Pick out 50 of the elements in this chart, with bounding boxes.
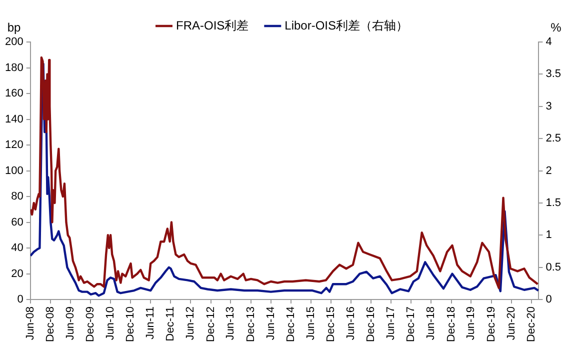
y2-tick-label: 1 — [546, 229, 552, 242]
y2-tick-label: 2.5 — [546, 132, 562, 145]
x-tick-label: Dec-20 — [526, 306, 538, 342]
x-tick-label: Dec-10 — [124, 306, 137, 342]
x-tick-label: Jun-19 — [465, 306, 478, 340]
x-tick-label: Jun-08 — [24, 306, 36, 340]
x-tick-label: Jun-09 — [64, 306, 76, 340]
x-tick-label: Dec-08 — [44, 306, 57, 342]
x-tick-label: Dec-15 — [325, 306, 338, 342]
y-tick-label: 200 — [4, 36, 24, 48]
x-tick-label: Jun-15 — [304, 306, 317, 340]
y-tick-label: 140 — [4, 113, 24, 126]
x-tick-label: Dec-14 — [284, 306, 297, 342]
y2-tick-label: 0.5 — [546, 261, 562, 274]
x-tick-label: Dec-16 — [365, 306, 378, 342]
y2-tick-label: 2 — [546, 164, 552, 177]
y-tick-label: 80 — [11, 190, 24, 203]
x-tick-label: Jun-12 — [184, 306, 197, 340]
y2-axis-title: % — [550, 20, 562, 34]
x-tick-label: Dec-09 — [84, 306, 97, 342]
y2-tick-label: 3.5 — [546, 68, 562, 80]
x-tick-label: Jun-18 — [425, 306, 438, 340]
x-tick-label: Dec-17 — [405, 306, 418, 342]
y-tick-label: 120 — [4, 139, 24, 152]
y2-tick-label: 4 — [546, 36, 552, 48]
x-tick-label: Jun-16 — [345, 306, 357, 340]
y-tick-label: 40 — [11, 242, 24, 254]
x-tick-label: Jun-10 — [104, 306, 116, 340]
x-tick-label: Jun-13 — [224, 306, 237, 340]
x-tick-label: Dec-13 — [244, 306, 257, 342]
y-tick-label: 20 — [11, 268, 24, 280]
x-tick-label: Jun-14 — [264, 306, 277, 340]
y-tick-label: 100 — [4, 164, 24, 177]
x-tick-label: Jun-20 — [505, 306, 518, 340]
y2-tick-label: 1.5 — [546, 196, 562, 209]
y-axis-title: bp — [7, 20, 21, 34]
y-tick-label: 160 — [4, 88, 24, 100]
y2-tick-label: 3 — [546, 100, 552, 112]
x-tick-label: Dec-18 — [445, 306, 458, 342]
legend-label: FRA-OIS利差 — [176, 18, 249, 32]
y2-tick-label: 0 — [546, 294, 552, 306]
x-tick-label: Dec-12 — [204, 306, 217, 342]
x-tick-label: Jun-11 — [144, 306, 157, 340]
x-tick-label: Dec-11 — [164, 306, 177, 342]
y-tick-label: 180 — [4, 62, 24, 74]
legend-label: Libor-OIS利差（右轴） — [284, 18, 408, 32]
x-tick-label: Dec-19 — [485, 306, 498, 342]
y-tick-label: 0 — [17, 294, 24, 306]
y-tick-label: 60 — [11, 216, 24, 228]
x-tick-label: Jun-17 — [385, 306, 398, 340]
